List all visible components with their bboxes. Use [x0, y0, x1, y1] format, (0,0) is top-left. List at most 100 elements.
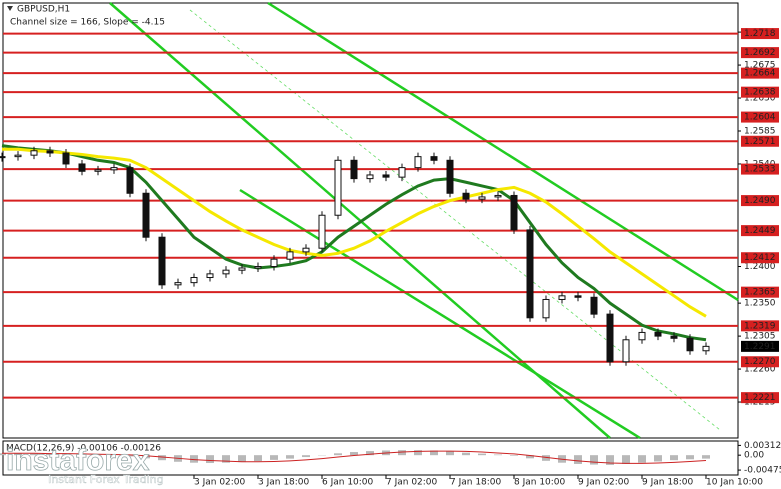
macd-bar	[302, 455, 310, 458]
macd-bar	[334, 453, 342, 456]
candle	[190, 277, 198, 284]
candle	[142, 192, 150, 238]
candle	[494, 194, 502, 198]
level-label-box	[741, 47, 779, 59]
candle	[462, 192, 470, 200]
candle	[126, 167, 134, 194]
candle	[30, 150, 38, 156]
macd-bar	[414, 450, 422, 456]
candle	[158, 236, 166, 286]
candle	[302, 247, 310, 253]
macd-bar	[206, 455, 214, 464]
candle	[62, 152, 70, 165]
candle	[254, 266, 262, 269]
level-label: 1.2449	[744, 226, 776, 236]
level-label-box	[741, 28, 779, 40]
moving-average	[1, 144, 707, 342]
macd-bar	[142, 455, 150, 459]
macd-bar	[366, 451, 374, 456]
level-label: 1.2692	[744, 48, 776, 58]
level-label: 1.2604	[744, 113, 776, 123]
macd-bar	[62, 454, 70, 456]
candle	[174, 282, 182, 286]
macd-bar	[222, 455, 230, 463]
level-label: 1.2365	[744, 288, 776, 298]
candle	[78, 163, 86, 172]
current-price-box	[741, 340, 779, 352]
macd-tick-label: -0.00475	[744, 466, 781, 476]
macd-bar	[510, 455, 518, 456]
macd-bar	[494, 454, 502, 456]
candle	[0, 156, 6, 159]
chart-title: GBPUSD,H1	[17, 5, 70, 15]
y-tick-label: 1.2260	[744, 365, 776, 375]
level-label: 1.2270	[744, 357, 776, 367]
macd-bar	[286, 455, 294, 459]
macd-label: MACD(12,26,9) -0.00106 -0.00126	[6, 444, 161, 454]
x-tick-label: 7 Jan 18:00	[450, 478, 502, 488]
candle	[558, 295, 566, 300]
level-label: 1.2490	[744, 196, 776, 206]
x-tick-label: 9 Jan 18:00	[642, 478, 694, 488]
x-tick-label: 9 Jan 02:00	[578, 478, 630, 488]
candle	[446, 159, 454, 194]
macd-bar	[0, 453, 6, 456]
macd-signal	[2, 450, 707, 464]
x-tick-label: 8 Jan 10:00	[514, 478, 566, 488]
macd-bar	[126, 455, 134, 457]
macd-bar	[670, 455, 678, 461]
level-label: 1.2319	[744, 321, 776, 331]
macd-tick-label: 0.00312	[744, 441, 781, 451]
candle	[638, 331, 646, 341]
candle	[110, 167, 118, 171]
level-label: 1.2221	[744, 393, 776, 403]
x-tick-label: 10 Jan 10:00	[706, 478, 763, 488]
candle	[318, 214, 326, 249]
macd-bar	[190, 455, 198, 463]
macd-bar	[270, 455, 278, 460]
level-label-box	[741, 163, 779, 175]
candle	[574, 295, 582, 298]
macd-panel	[2, 440, 739, 476]
macd-bar	[526, 455, 534, 459]
candle	[398, 167, 406, 178]
level-label: 1.2533	[744, 165, 776, 175]
macd-bar	[30, 453, 38, 456]
candle	[382, 174, 390, 178]
macd-bar	[478, 453, 486, 456]
candle	[478, 196, 486, 200]
candle	[702, 345, 710, 352]
watermark-brand: instaforex	[6, 444, 150, 477]
main-panel	[2, 2, 739, 439]
macd-bar	[46, 453, 54, 456]
macd-tick-label: 0.00	[744, 451, 764, 461]
macd-bar	[446, 451, 454, 456]
macd-bar	[574, 455, 582, 464]
x-tick-label: 7 Jan 02:00	[386, 478, 438, 488]
macd-bar	[14, 453, 22, 456]
y-tick-label: 1.2675	[744, 61, 776, 71]
macd-bar	[590, 455, 598, 465]
y-tick-label: 1.2630	[744, 94, 776, 104]
candle	[654, 331, 662, 337]
level-label-box	[741, 135, 779, 147]
watermark-tagline: Instant Forex Trading	[48, 473, 164, 486]
level-label-box	[741, 356, 779, 368]
y-tick-label: 1.2350	[744, 299, 776, 309]
macd-bar	[462, 452, 470, 456]
level-label-box	[741, 111, 779, 123]
level-label-box	[741, 252, 779, 264]
macd-bar	[350, 452, 358, 456]
macd-bar	[654, 455, 662, 462]
candle	[430, 156, 438, 161]
level-label-box	[741, 86, 779, 98]
macd-bar	[702, 455, 710, 459]
macd-bar	[158, 455, 166, 461]
macd-bar	[622, 455, 630, 464]
macd-bar	[254, 455, 262, 462]
x-tick-label: 6 Jan 10:00	[322, 478, 374, 488]
macd-bar	[606, 455, 614, 465]
candle	[590, 296, 598, 315]
candle	[94, 169, 102, 172]
